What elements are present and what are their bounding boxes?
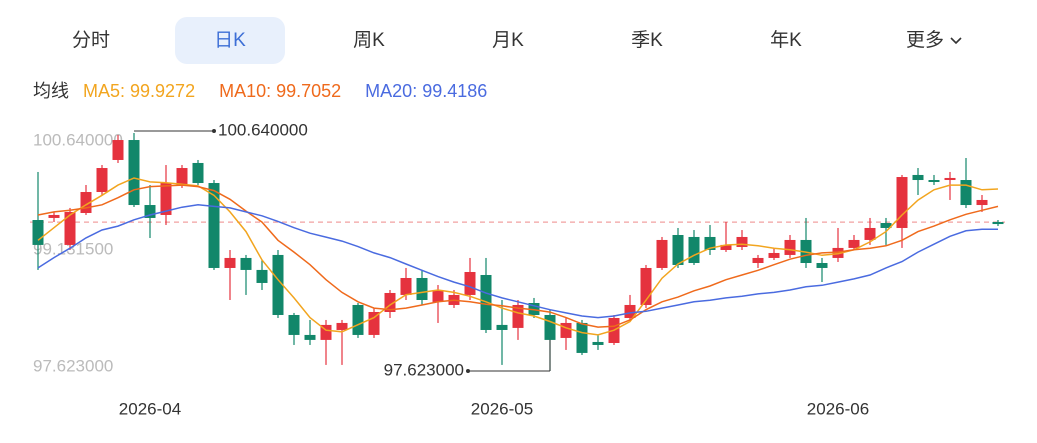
candle-body (672, 235, 684, 265)
candle-body (112, 140, 124, 160)
candle-body (32, 220, 44, 245)
tab[interactable]: 分时 (72, 29, 110, 51)
candle-body (224, 257, 236, 268)
candle-body (288, 314, 300, 335)
candle-body (384, 292, 396, 312)
y-tick-label: 99.131500 (33, 239, 113, 258)
candle-body (688, 236, 700, 264)
chevron (950, 37, 962, 45)
candle-body (512, 304, 524, 328)
annotation-dot (212, 129, 216, 133)
candle-body (416, 277, 428, 301)
candle-body (944, 177, 956, 181)
candle-body (784, 239, 796, 255)
candle-body (64, 211, 76, 245)
candle-body (560, 322, 572, 338)
tab[interactable]: 月K (492, 30, 524, 51)
legend-entry: MA20: 99.4186 (365, 81, 487, 101)
candle-body (48, 214, 60, 218)
legend-title: 均线 (33, 81, 69, 101)
candle-body (976, 199, 988, 206)
tab[interactable]: 年K (770, 29, 802, 51)
tab[interactable]: 周K (353, 30, 385, 51)
candle-body (544, 314, 556, 340)
candle-body (128, 140, 140, 206)
candle-body (352, 304, 364, 335)
annotation-label: 100.640000 (218, 120, 308, 139)
tab[interactable]: 季K (631, 29, 663, 51)
candle-body (704, 236, 716, 250)
candle-body (320, 324, 332, 340)
candle-body (496, 324, 508, 330)
candle-body (144, 205, 156, 218)
candle-body (304, 334, 316, 340)
y-tick-label: 97.623000 (33, 356, 113, 375)
candle-body (176, 168, 188, 185)
candle-body (336, 322, 348, 330)
candle-body (880, 223, 892, 228)
candle-body (656, 239, 668, 268)
candle-body (928, 180, 940, 182)
annotation-label: 97.623000 (384, 360, 464, 379)
candle-body (272, 254, 284, 315)
candle-body (816, 263, 828, 268)
candle-body (736, 236, 748, 247)
ma-line (37, 184, 999, 328)
x-tick-label: 2026-04 (119, 399, 181, 418)
tab[interactable]: 日K (214, 30, 246, 51)
ma-line (37, 204, 998, 319)
candle-body (848, 239, 860, 248)
candle-body (864, 227, 876, 240)
candle-body (80, 192, 92, 213)
legend-entry: MA10: 99.7052 (219, 81, 341, 101)
candle-body (240, 257, 252, 270)
candle-body (432, 289, 444, 302)
candle-body (752, 257, 764, 264)
x-tick-label: 2026-06 (807, 399, 869, 418)
tab-active-bg (175, 17, 285, 64)
candle-body (640, 267, 652, 305)
candle-body (160, 183, 172, 215)
candle-body (720, 244, 732, 250)
candle-body (192, 162, 204, 184)
candle-body (912, 174, 924, 181)
tab[interactable]: 更多 (906, 29, 944, 51)
candle-body (368, 311, 380, 335)
candle-body (768, 252, 780, 258)
x-tick-label: 2026-05 (471, 399, 533, 418)
candle-body (624, 304, 636, 318)
candle-body (896, 177, 908, 228)
candle-body (576, 322, 588, 353)
y-tick-label: 100.640000 (33, 130, 123, 149)
candle-body (464, 271, 476, 295)
candle-body (592, 341, 604, 345)
candle-body (96, 168, 108, 193)
candle-body (208, 183, 220, 268)
candle-body (400, 277, 412, 295)
annotation-dot (466, 369, 470, 373)
candle-body (960, 180, 972, 206)
candle-body (256, 269, 268, 283)
legend-entry: MA5: 99.9272 (83, 81, 195, 101)
candle-body (992, 221, 1004, 225)
